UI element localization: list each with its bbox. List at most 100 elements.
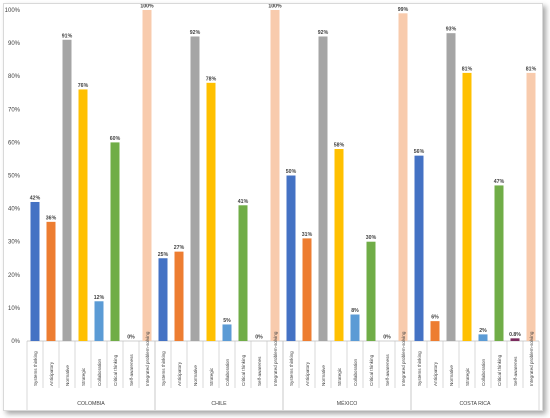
category-label: Self-awarenes [257, 356, 262, 386]
category-label: Critical thinking [497, 354, 502, 386]
country-label: COSTA RICA [459, 401, 491, 407]
data-label: 2% [479, 328, 487, 334]
category-label: Strategic [81, 367, 86, 386]
bar [414, 155, 424, 341]
y-tick-label: 70% [8, 107, 21, 113]
bar [462, 72, 472, 341]
category-label: Self-awareness [385, 354, 390, 386]
bar [510, 338, 520, 341]
category-label: Anticipatory [433, 361, 438, 386]
y-tick-label: 50% [8, 174, 21, 180]
category-label: Critical thinking [113, 354, 118, 386]
data-label: 0% [255, 335, 263, 341]
bar [158, 258, 168, 341]
y-tick-label: 80% [8, 74, 21, 80]
y-tick-label: 60% [8, 140, 21, 146]
data-label: 81% [526, 66, 537, 72]
bar [286, 175, 296, 341]
bar [446, 33, 456, 342]
category-label: Systems thinking [289, 351, 294, 386]
bar [174, 251, 184, 341]
bar [110, 142, 120, 341]
category-label: Self-awarenes [513, 356, 518, 386]
data-label: 78% [206, 76, 217, 82]
data-label: 47% [494, 179, 505, 185]
category-label: Systems thinking [33, 351, 38, 386]
data-label: 42% [30, 195, 41, 201]
bar [30, 201, 40, 341]
y-tick-label: 30% [8, 240, 21, 246]
y-tick-label: 0% [11, 339, 20, 345]
data-label: 8% [351, 308, 359, 314]
competencies-bar-chart: 0% 10% 20% 30% 40% 50% 60% 70% 80% 90% 100% 42% Syst… [5, 4, 540, 410]
category-label: Normative [193, 365, 198, 386]
bar [478, 334, 488, 341]
data-label: 91% [62, 33, 73, 39]
y-tick-label: 90% [8, 41, 21, 47]
bar [526, 72, 536, 341]
country-label: MÉXICO [337, 400, 357, 407]
country-label: COLOMBIA [77, 401, 105, 407]
data-label: 92% [190, 30, 201, 36]
data-label: 30% [366, 235, 377, 241]
data-label: 100% [268, 4, 282, 10]
category-label: Anticipatory [305, 361, 310, 386]
category-label: Systems thinking [161, 351, 166, 386]
bar [222, 324, 232, 341]
data-label: 25% [158, 252, 169, 258]
y-tick-label: 100% [5, 8, 21, 14]
data-label: 81% [462, 66, 473, 72]
data-label: 50% [286, 169, 297, 175]
data-label: 41% [238, 199, 249, 205]
category-label: Normative [449, 365, 454, 386]
category-label: Anticipatory [49, 361, 54, 386]
data-label: 31% [302, 232, 313, 238]
category-label: Critical thinking [369, 354, 374, 386]
bar [94, 301, 104, 341]
category-label: Systems thinking [417, 351, 422, 386]
data-label: 93% [446, 27, 457, 33]
bar [238, 205, 248, 341]
bar [78, 89, 88, 341]
category-label: Integrated problem-solving [529, 331, 534, 386]
data-label: 56% [414, 149, 425, 155]
data-label: 58% [334, 143, 345, 149]
data-label: 27% [174, 245, 185, 251]
bar [302, 238, 312, 341]
country-label: CHILE [211, 401, 227, 407]
bar [46, 221, 56, 341]
bar [366, 241, 376, 341]
category-label: Collaboration [481, 358, 486, 386]
category-label: Normative [321, 365, 326, 386]
data-label: 36% [46, 215, 57, 221]
bar [398, 13, 408, 342]
y-tick-label: 40% [8, 207, 21, 213]
category-label: Collaboration [97, 358, 102, 386]
category-label: Self-awareness [129, 354, 134, 386]
category-label: Collaboration [225, 358, 230, 386]
bar [62, 39, 72, 341]
data-label: 76% [78, 83, 89, 89]
category-label: Anticipatory [177, 361, 182, 386]
category-label: Integrated problem-solving [401, 331, 406, 386]
category-label: Strategic [209, 367, 214, 386]
bar [430, 321, 440, 341]
data-label: 99% [398, 7, 409, 13]
bar [190, 36, 200, 341]
data-label: 0% [383, 335, 391, 341]
category-label: Integrated problem-solving [273, 331, 278, 386]
y-tick-label: 20% [8, 273, 21, 279]
data-label: 0% [127, 335, 135, 341]
bar [334, 149, 344, 341]
category-label: Critical thinking [241, 354, 246, 386]
bar [494, 185, 504, 341]
chart-frame: 0% 10% 20% 30% 40% 50% 60% 70% 80% 90% 100% 42% Syst… [3, 3, 543, 411]
data-label: 0.8% [509, 332, 521, 338]
data-label: 92% [318, 30, 329, 36]
category-label: Collaboration [353, 358, 358, 386]
category-label: Normative [65, 365, 70, 386]
category-label: Strategic [337, 367, 342, 386]
data-label: 12% [94, 295, 105, 301]
bar [142, 10, 152, 341]
data-label: 100% [140, 4, 154, 10]
